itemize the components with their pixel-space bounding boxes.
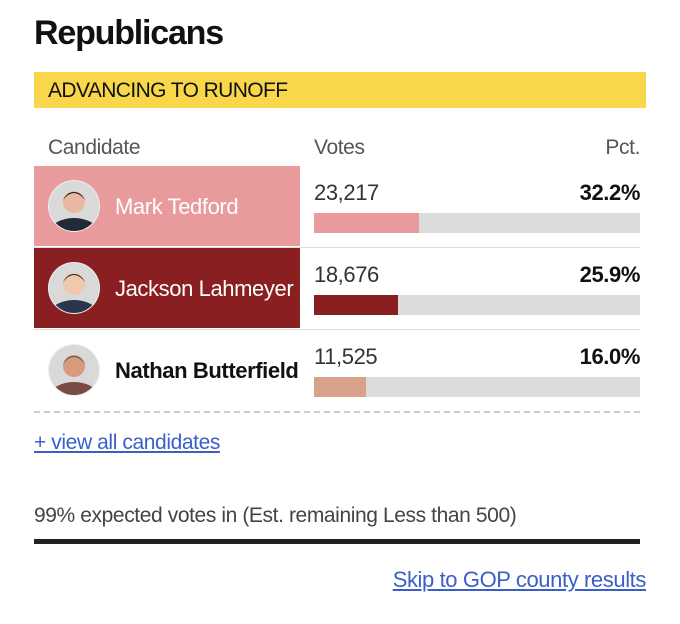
- banner-text: ADVANCING TO RUNOFF: [48, 79, 288, 102]
- vote-count: 23,217: [314, 180, 379, 205]
- candidate-name: Nathan Butterfield: [115, 358, 299, 383]
- view-all-link[interactable]: + view all candidates: [34, 431, 220, 454]
- bar-track: [314, 377, 640, 397]
- result-row: Nathan Butterfield 11,525 16.0%: [34, 330, 640, 413]
- candidate-cell: Jackson Lahmeyer: [34, 248, 300, 328]
- avatar: [48, 262, 100, 319]
- avatar: [48, 344, 100, 401]
- status-text: 99% expected votes in (Est. remaining Le…: [34, 504, 517, 527]
- column-header: Pct.: [605, 136, 640, 159]
- vote-percent: 25.9%: [579, 262, 641, 287]
- bar: [314, 213, 419, 233]
- avatar-image: [48, 262, 100, 314]
- results-table: Mark Tedford 23,217 32.2% Jackson Lahmeyer…: [34, 166, 640, 413]
- vote-percent: 32.2%: [579, 180, 641, 205]
- column-header: Candidate: [48, 136, 141, 159]
- bar: [314, 295, 399, 315]
- vote-count: 18,676: [314, 262, 379, 287]
- skip-link[interactable]: Skip to GOP county results: [392, 567, 647, 592]
- bar-track: [314, 213, 640, 233]
- vote-count: 11,525: [314, 344, 378, 369]
- vote-percent: 16.0%: [579, 344, 641, 369]
- candidate-cell: Nathan Butterfield: [34, 330, 300, 410]
- avatar-image: [48, 180, 100, 232]
- candidate-cell: Mark Tedford: [34, 166, 300, 246]
- candidate-name: Mark Tedford: [115, 194, 239, 219]
- banner: ADVANCING TO RUNOFF: [34, 72, 646, 108]
- column-header: Votes: [314, 136, 365, 159]
- avatar-image: [48, 344, 100, 396]
- title: Republicans: [34, 14, 224, 52]
- bar: [314, 377, 367, 397]
- bar-track: [314, 295, 640, 315]
- divider: [34, 539, 640, 544]
- result-row: Jackson Lahmeyer 18,676 25.9%: [34, 248, 640, 330]
- result-row: Mark Tedford 23,217 32.2%: [34, 166, 640, 248]
- candidate-name: Jackson Lahmeyer: [115, 276, 294, 301]
- avatar: [48, 180, 100, 237]
